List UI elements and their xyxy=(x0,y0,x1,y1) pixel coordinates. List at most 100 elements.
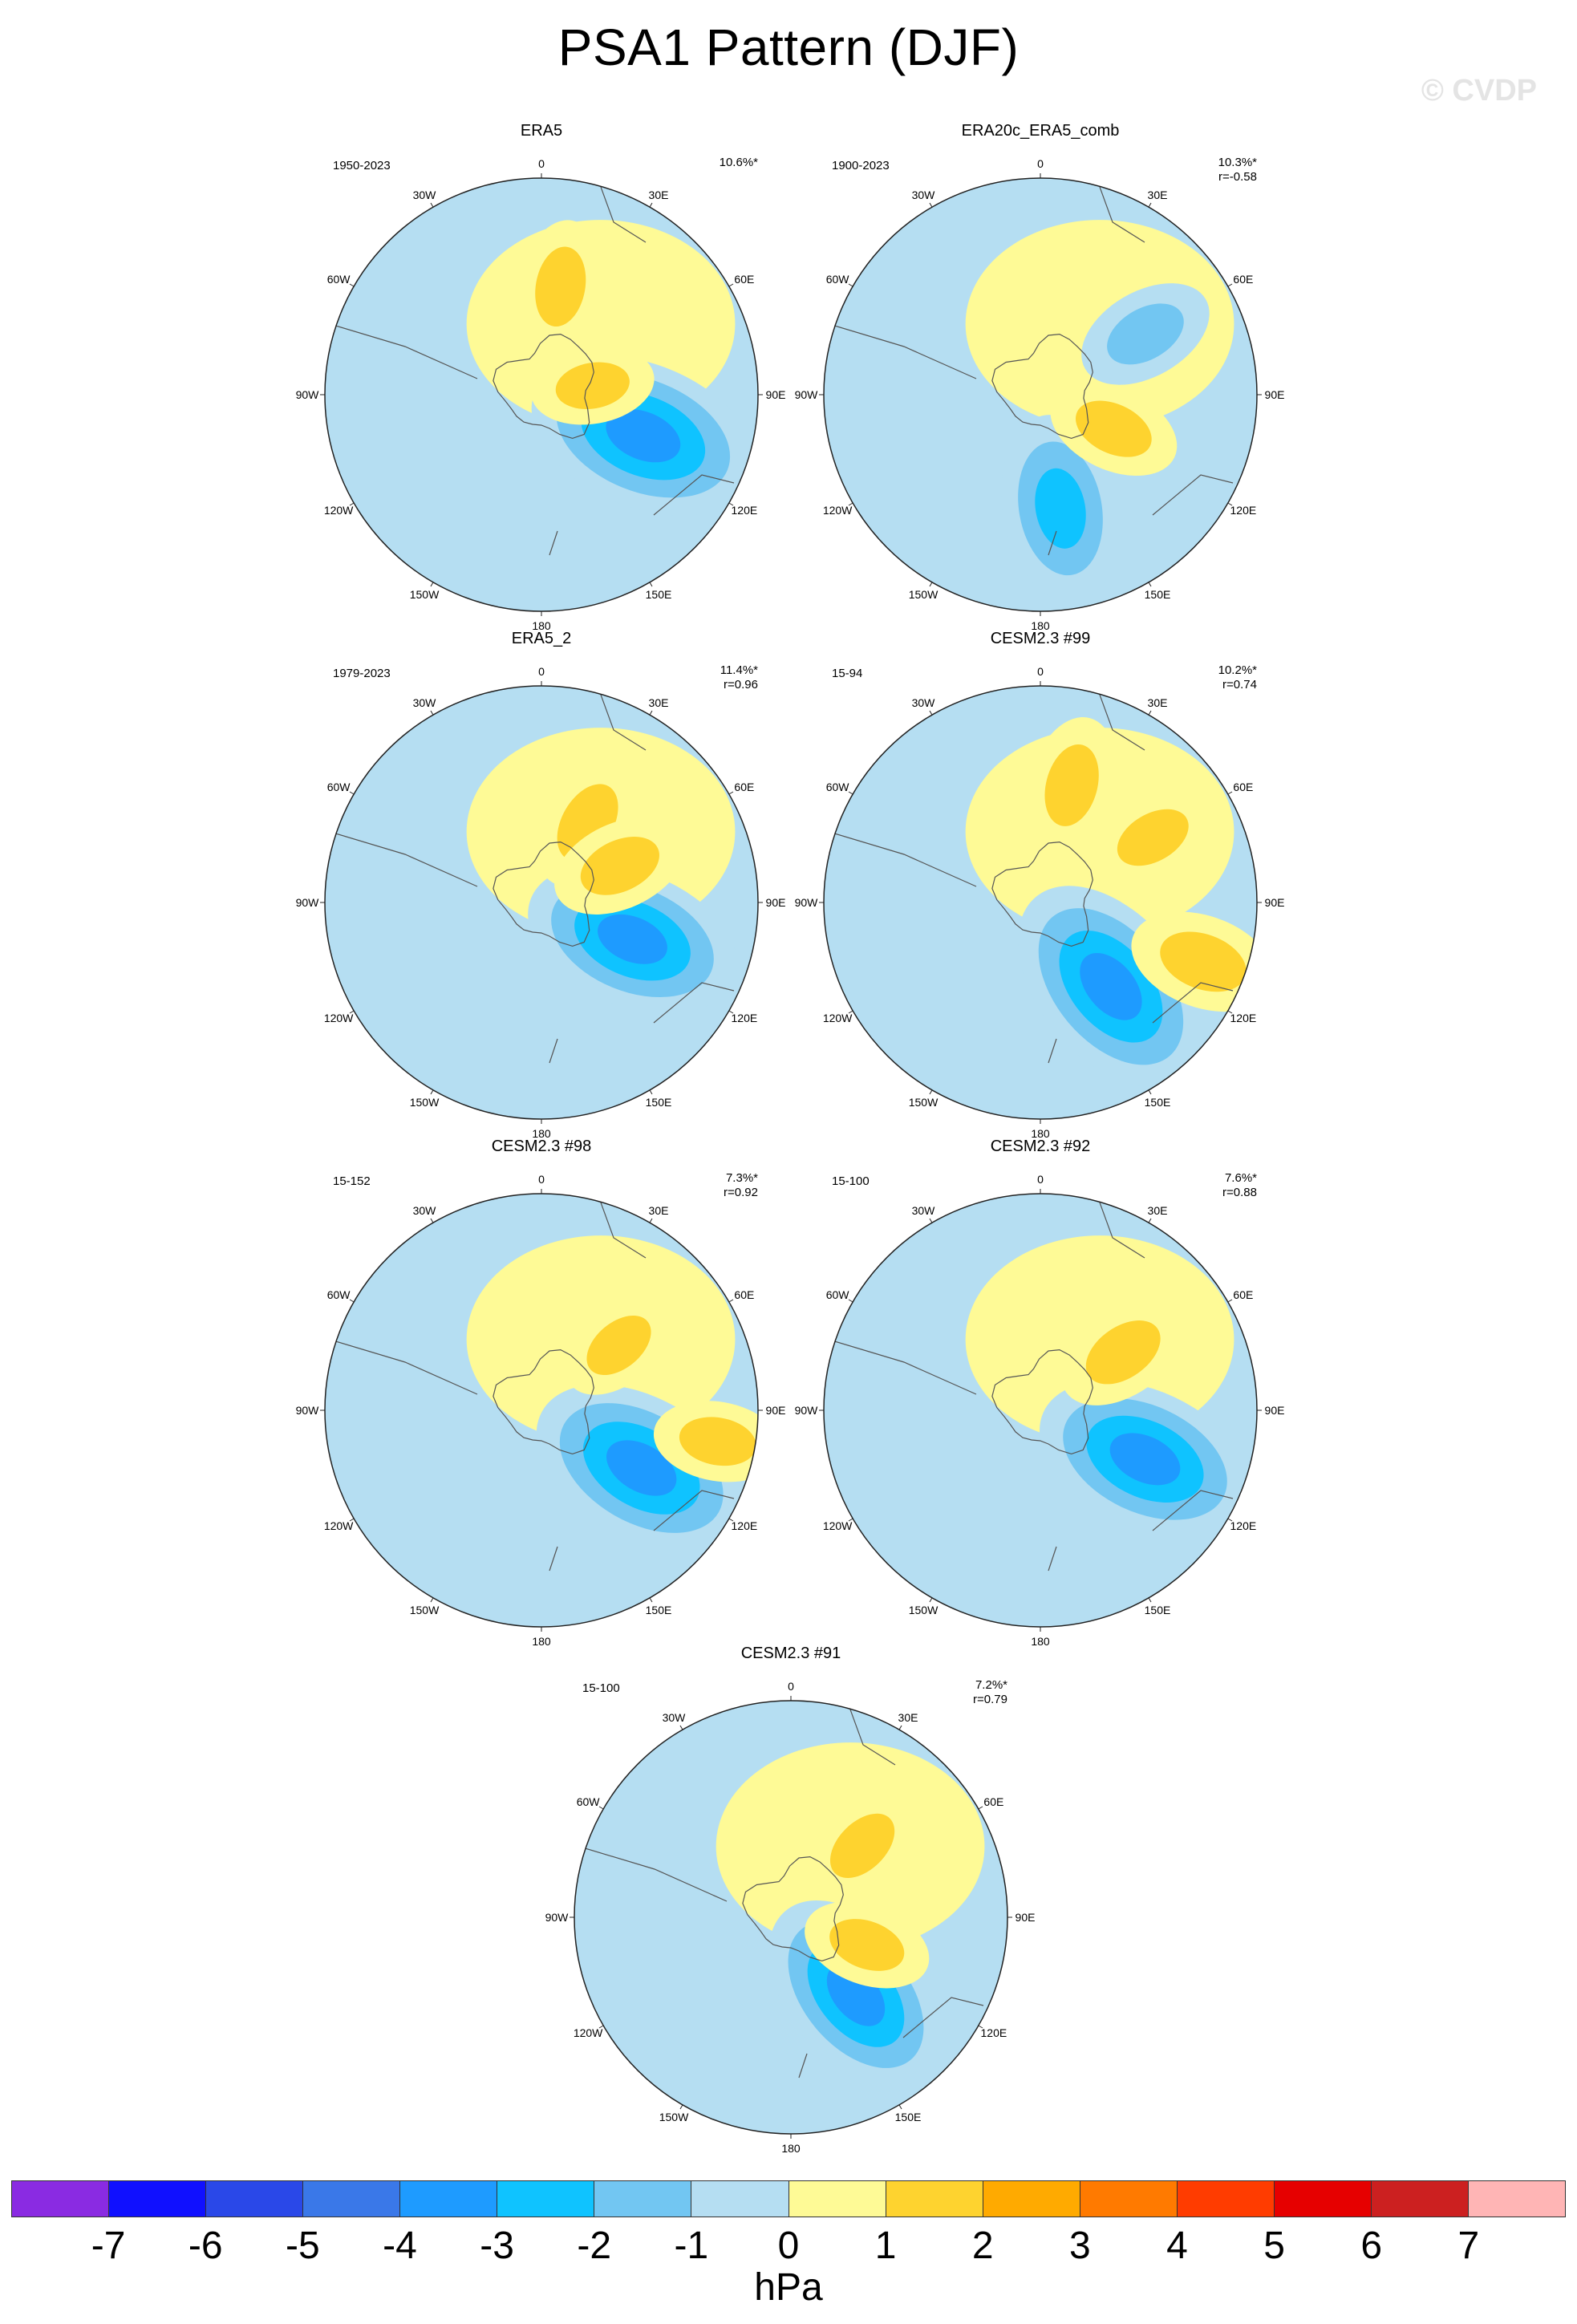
colorbar-tick-label: -3 xyxy=(480,2225,514,2267)
polar-map xyxy=(320,1189,763,1632)
longitude-label: 90E xyxy=(1264,1404,1285,1417)
coastline xyxy=(1048,1038,1057,1064)
longitude-tick xyxy=(349,791,355,795)
longitude-tick xyxy=(430,710,434,716)
longitude-tick xyxy=(929,710,933,716)
colorbar-tick-label: 2 xyxy=(971,2225,994,2267)
longitude-label: 90E xyxy=(1264,388,1285,401)
longitude-label: 90W xyxy=(794,388,818,401)
longitude-label: 150W xyxy=(908,1096,938,1109)
longitude-label: 0 xyxy=(788,1680,794,1693)
longitude-tick xyxy=(728,1518,734,1522)
pattern-correlation: r=0.88 xyxy=(1222,1186,1257,1199)
negative-anomaly-contour xyxy=(1109,1433,1181,1486)
longitude-label: 120W xyxy=(323,1519,354,1532)
longitude-label: 30E xyxy=(648,1203,669,1217)
longitude-label: 150E xyxy=(1144,1096,1171,1109)
coastline xyxy=(597,178,647,243)
longitude-label: 60E xyxy=(1233,273,1254,286)
map-panel: CESM2.3 #91 15-100 7.2%* r=0.79 0 30E 60E 90E 12… xyxy=(545,1645,1036,2155)
longitude-tick xyxy=(649,1597,653,1603)
colorbar-tick-label: -5 xyxy=(286,2225,320,2267)
longitude-tick xyxy=(1227,1010,1233,1014)
coastline xyxy=(549,1546,558,1572)
positive-anomaly-contour xyxy=(1160,931,1247,992)
longitude-tick xyxy=(649,582,653,587)
longitude-label: 30E xyxy=(1147,1203,1168,1217)
coastline xyxy=(1152,1490,1234,1531)
coastline xyxy=(1048,1546,1057,1572)
panel-title: ERA5_2 xyxy=(511,630,572,647)
longitude-label: 60W xyxy=(576,1795,600,1808)
negative-anomaly-contour xyxy=(1080,952,1142,1020)
longitude-label: 60E xyxy=(734,273,755,286)
polar-map xyxy=(819,681,1262,1124)
longitude-label: 150E xyxy=(645,588,672,602)
polar-map xyxy=(819,1189,1262,1632)
longitude-tick xyxy=(728,1299,734,1303)
colorbar xyxy=(11,2180,1566,2217)
positive-anomaly-contour xyxy=(1044,744,1099,826)
longitude-label: 30W xyxy=(412,1203,436,1217)
longitude-label: 0 xyxy=(1037,1173,1044,1186)
longitude-label: 180 xyxy=(532,619,551,632)
longitude-tick xyxy=(1148,1218,1152,1223)
longitude-tick xyxy=(598,1806,604,1810)
longitude-label: 150E xyxy=(1144,1604,1171,1617)
longitude-tick xyxy=(1148,202,1152,208)
antarctica-coastline xyxy=(493,1349,594,1455)
longitude-label: 120E xyxy=(1230,1519,1257,1532)
coastline xyxy=(1152,982,1234,1024)
coastline xyxy=(325,829,478,887)
longitude-label: 90E xyxy=(765,388,786,401)
longitude-tick xyxy=(1227,1518,1233,1522)
longitude-label: 0 xyxy=(538,1173,545,1186)
longitude-tick xyxy=(349,1299,355,1303)
longitude-label: 90W xyxy=(295,1404,319,1417)
colorbar-tick-label: -6 xyxy=(188,2225,223,2267)
panel-title: ERA20c_ERA5_comb xyxy=(961,122,1120,140)
pct-variance: 7.3%* xyxy=(725,1171,758,1185)
longitude-tick xyxy=(649,202,653,208)
figure-title: PSA1 Pattern (DJF) xyxy=(557,18,1020,76)
colorbar-units: hPa xyxy=(754,2266,823,2309)
panel-period: 1979-2023 xyxy=(333,667,391,680)
longitude-tick xyxy=(349,283,355,287)
colorbar-tick-label: -2 xyxy=(577,2225,612,2267)
colorbar-segment xyxy=(886,2181,983,2217)
colorbar-segment xyxy=(109,2181,207,2217)
longitude-tick xyxy=(598,2025,604,2029)
colorbar-tick-label: 5 xyxy=(1263,2225,1285,2267)
colorbar-tick-label: 7 xyxy=(1457,2225,1480,2267)
positive-anomaly-contour xyxy=(580,837,659,895)
longitude-label: 180 xyxy=(532,1127,551,1140)
longitude-tick xyxy=(978,1806,983,1810)
longitude-label: 150W xyxy=(409,588,440,602)
positive-anomaly-contour xyxy=(535,246,586,327)
pct-variance: 7.6%* xyxy=(1224,1171,1257,1185)
longitude-tick xyxy=(848,1010,853,1014)
longitude-label: 90W xyxy=(794,896,818,909)
longitude-label: 180 xyxy=(1031,619,1050,632)
longitude-tick xyxy=(929,1218,933,1223)
negative-anomaly-contour xyxy=(1035,468,1086,549)
map-panel: ERA5_2 1979-2023 11.4%* r=0.96 0 30E 60E 90E 120… xyxy=(296,630,786,1140)
longitude-label: 60W xyxy=(825,1288,849,1301)
longitude-label: 120W xyxy=(323,504,354,517)
positive-anomaly-contour xyxy=(679,1417,756,1466)
longitude-label: 60E xyxy=(983,1795,1004,1808)
longitude-tick xyxy=(929,1597,933,1603)
positive-anomaly-contour xyxy=(586,1315,651,1376)
coastline xyxy=(597,686,647,751)
coastline xyxy=(1096,1194,1145,1259)
colorbar-segment xyxy=(497,2181,595,2217)
longitude-label: 30W xyxy=(412,188,436,201)
colorbar-segment xyxy=(12,2181,110,2217)
longitude-tick xyxy=(349,502,355,506)
panel-stats: 7.3%* r=0.92 xyxy=(670,1171,758,1200)
positive-anomaly-contour xyxy=(1076,400,1152,457)
longitude-label: 120E xyxy=(731,1519,758,1532)
longitude-label: 90W xyxy=(794,1404,818,1417)
coastline xyxy=(653,474,735,516)
polar-map xyxy=(819,173,1262,616)
